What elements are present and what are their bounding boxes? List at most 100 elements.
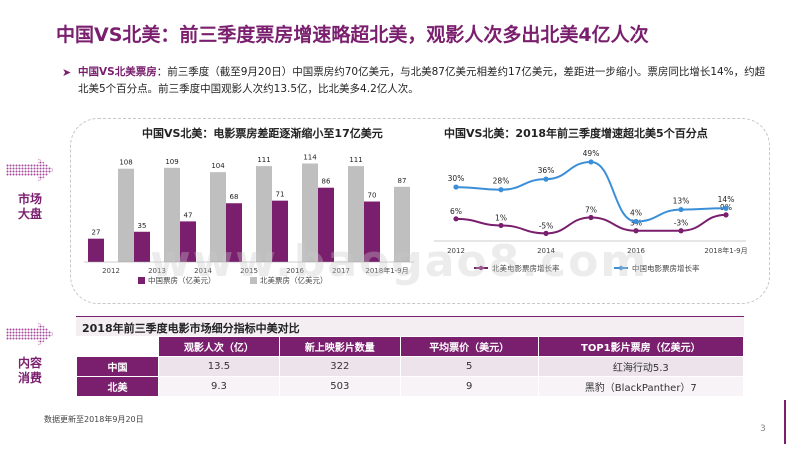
bar [180, 221, 196, 262]
content-arrow-icon [6, 322, 54, 346]
x-tick-label: 2014 [194, 267, 212, 275]
x-tick-label: 2012 [447, 247, 465, 255]
table-header-cell: 观影人次（亿） [158, 336, 280, 357]
table-cell: 9 [399, 376, 539, 397]
data-point [453, 216, 459, 222]
x-tick-label: 2015 [240, 267, 258, 275]
bar-data-label: 111 [349, 156, 362, 164]
table-header-row: 观影人次（亿） 新上映影片数量 平均票价（美元） TOP1影片票房（亿美元） [76, 336, 745, 357]
summary-lead: 中国VS北美票房 [78, 66, 157, 78]
data-point [723, 212, 729, 218]
bar-data-label: 114 [303, 154, 317, 162]
line-chart-title: 中国VS北美：2018年前三季度增速超北美5个百分点 [444, 127, 708, 140]
data-point [543, 230, 549, 236]
bar-data-label: 111 [257, 156, 270, 164]
bar-data-label: 27 [92, 229, 101, 237]
bar-data-label: 71 [276, 191, 285, 199]
bar-chart: 27 108 2012 35 109 2013 47 104 2014 68 111 2015 71 11… [84, 154, 414, 285]
side-label-content-line1: 内容 [17, 356, 42, 370]
data-point [498, 187, 504, 193]
bar [118, 168, 134, 262]
summary-bullet: ➤ 中国VS北美票房：前三季度（截至9月20日）中国票房约70亿美元，与北美87… [62, 64, 768, 98]
table-row: 中国 13.5 322 5 红海行动5.3 [76, 356, 745, 377]
data-point [633, 218, 639, 225]
page-number: 3 [760, 424, 766, 434]
data-point [588, 214, 594, 221]
bar [164, 167, 180, 262]
x-tick-label: 2018年1-9月 [365, 266, 408, 275]
bar [226, 203, 242, 262]
bar [394, 186, 410, 262]
side-label-market: 市场 大盘 [10, 192, 50, 222]
accent-line [784, 400, 786, 444]
legend-swatch [138, 277, 145, 284]
market-arrow-icon [6, 158, 54, 182]
bar-data-label: 86 [322, 178, 331, 186]
side-label-content: 内容 消费 [10, 356, 50, 386]
x-tick-label: 2014 [537, 247, 555, 255]
table-header-cell: TOP1影片票房（亿美元） [537, 336, 745, 357]
table-title: 2018年前三季度电影市场细分指标中美对比 [76, 316, 744, 336]
x-tick-label: 2018年1-9月 [704, 246, 747, 255]
bar [364, 201, 380, 262]
bar [348, 166, 364, 262]
point-data-label: 7% [585, 206, 597, 215]
table-header-blank [76, 336, 159, 357]
charts-panel [70, 118, 770, 304]
x-tick-label: 2016 [627, 247, 645, 255]
table-cell: 13.5 [158, 356, 280, 377]
table-cell: 5 [399, 356, 539, 377]
point-data-label: -3% [674, 219, 689, 228]
legend-label: 北美票房（亿美元） [260, 275, 328, 285]
table-header-cell: 平均票价（美元） [399, 336, 539, 357]
bar [302, 163, 318, 262]
watermark: www.baogao8.com [150, 236, 649, 287]
side-label-market-line2: 大盘 [17, 207, 42, 221]
data-point [498, 222, 504, 229]
bar-data-label: 108 [119, 159, 132, 167]
data-point [678, 206, 684, 213]
summary-text: ：前三季度（截至9月20日）中国票房约70亿美元，与北美87亿美元相差约17亿美… [78, 66, 766, 95]
point-data-label: 4% [630, 208, 642, 217]
table-header-cell: 新上映影片数量 [278, 336, 401, 357]
legend-label: 中国票房（亿美元） [148, 275, 216, 285]
bar [88, 238, 104, 262]
point-data-label: 14% [718, 195, 735, 204]
x-tick-label: 2017 [332, 267, 350, 275]
point-data-label: 36% [538, 166, 555, 175]
legend-label: 北美电影票房增长率 [492, 263, 560, 273]
bar-data-label: 104 [211, 162, 225, 170]
x-tick-label: 2013 [148, 267, 166, 275]
data-point [588, 159, 594, 165]
comparison-table: 2018年前三季度电影市场细分指标中美对比 观影人次（亿） 新上映影片数量 平均… [76, 316, 745, 397]
side-label-market-line1: 市场 [17, 192, 42, 206]
data-point [453, 184, 459, 190]
bar [256, 166, 272, 262]
bar [318, 187, 334, 262]
table-cell: 503 [278, 376, 401, 397]
bar-data-label: 109 [165, 158, 178, 166]
data-point [543, 176, 549, 182]
bar-data-label: 87 [398, 177, 407, 185]
point-data-label: 30% [448, 174, 465, 183]
point-data-label: 49% [583, 149, 600, 158]
table-cell: 322 [278, 356, 401, 377]
table-row-head: 北美 [76, 376, 159, 397]
bar [134, 231, 150, 262]
table-cell: 9.3 [158, 376, 280, 397]
x-tick-label: 2016 [286, 267, 304, 275]
table-row-head: 中国 [76, 356, 159, 377]
data-point [633, 228, 639, 234]
point-data-label: 28% [493, 177, 510, 186]
bar-data-label: 70 [368, 192, 377, 200]
page-title: 中国VS北美：前三季度票房增速略超北美，观影人次多出北美4亿人次 [56, 24, 649, 46]
data-point [723, 205, 729, 211]
point-data-label: -5% [539, 221, 554, 230]
bar [272, 200, 288, 262]
point-data-label: 6% [450, 207, 462, 216]
legend-swatch [250, 277, 257, 284]
side-label-content-line2: 消费 [17, 371, 42, 385]
data-point [678, 228, 684, 234]
bar-chart-title: 中国VS北美：电影票房差距逐渐缩小至17亿美元 [142, 127, 383, 140]
bullet-arrow-icon: ➤ [62, 66, 72, 79]
